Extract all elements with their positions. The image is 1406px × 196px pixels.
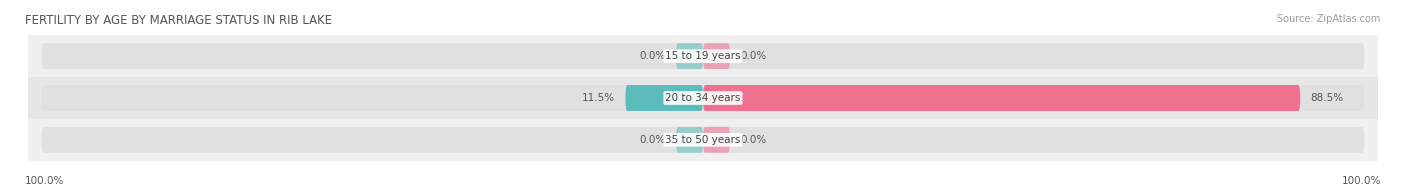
- Bar: [28, 35, 1378, 77]
- Text: 0.0%: 0.0%: [740, 135, 766, 145]
- FancyBboxPatch shape: [676, 127, 703, 153]
- Text: FERTILITY BY AGE BY MARRIAGE STATUS IN RIB LAKE: FERTILITY BY AGE BY MARRIAGE STATUS IN R…: [25, 14, 332, 27]
- FancyBboxPatch shape: [703, 43, 730, 69]
- FancyBboxPatch shape: [703, 127, 730, 153]
- Text: 0.0%: 0.0%: [740, 51, 766, 61]
- FancyBboxPatch shape: [626, 85, 703, 111]
- Text: 20 to 34 years: 20 to 34 years: [665, 93, 741, 103]
- Bar: [28, 119, 1378, 161]
- Text: 88.5%: 88.5%: [1310, 93, 1344, 103]
- FancyBboxPatch shape: [42, 43, 1364, 69]
- FancyBboxPatch shape: [703, 85, 1301, 111]
- Text: 15 to 19 years: 15 to 19 years: [665, 51, 741, 61]
- FancyBboxPatch shape: [676, 43, 703, 69]
- Text: 100.0%: 100.0%: [25, 176, 65, 186]
- Text: 35 to 50 years: 35 to 50 years: [665, 135, 741, 145]
- FancyBboxPatch shape: [42, 85, 1364, 111]
- Text: Source: ZipAtlas.com: Source: ZipAtlas.com: [1277, 14, 1381, 24]
- Bar: [28, 77, 1378, 119]
- Text: 11.5%: 11.5%: [582, 93, 616, 103]
- Text: 100.0%: 100.0%: [1341, 176, 1381, 186]
- FancyBboxPatch shape: [42, 127, 1364, 153]
- Text: 0.0%: 0.0%: [640, 135, 666, 145]
- Text: 0.0%: 0.0%: [640, 51, 666, 61]
